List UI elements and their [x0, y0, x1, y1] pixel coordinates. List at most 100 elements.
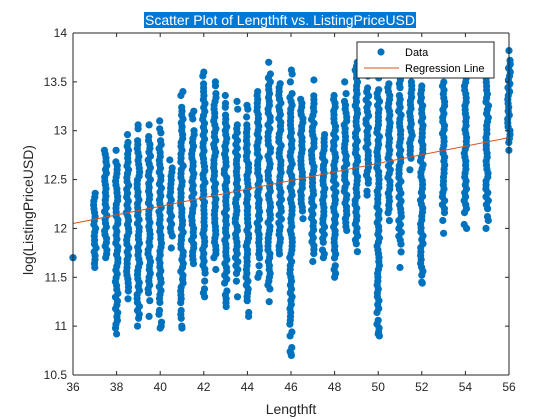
data-point: [374, 316, 382, 324]
data-point: [234, 105, 242, 113]
legend-box: [356, 41, 495, 79]
x-tick-label: 42: [197, 380, 211, 394]
data-point: [233, 97, 241, 105]
data-point: [439, 216, 447, 225]
data-point: [233, 121, 241, 129]
data-point: [133, 322, 142, 330]
data-point: [353, 248, 361, 256]
data-point: [418, 278, 426, 286]
data-point: [112, 158, 120, 166]
data-point: [243, 101, 251, 109]
y-tick-label: 10.5: [44, 368, 68, 382]
data-point: [385, 80, 393, 88]
data-point: [460, 220, 468, 229]
x-tick-label: 44: [241, 380, 255, 394]
data-point: [232, 277, 240, 285]
data-point: [255, 262, 263, 270]
data-point: [157, 137, 165, 145]
data-point: [156, 117, 164, 125]
chart-title: Scatter Plot of Lengthft vs. ListingPric…: [145, 12, 415, 28]
data-point: [375, 86, 383, 94]
data-point: [288, 344, 296, 352]
y-tick-label: 13: [54, 124, 68, 138]
data-point: [221, 99, 230, 107]
data-point: [407, 78, 415, 86]
data-point: [233, 293, 242, 301]
y-tick-label: 11.5: [45, 270, 68, 284]
data-point: [364, 84, 372, 92]
regression-line: [72, 137, 510, 225]
data-point: [297, 95, 305, 103]
data-point: [299, 215, 307, 223]
data-point: [243, 113, 251, 121]
data-point: [91, 189, 99, 197]
data-point: [201, 277, 209, 285]
y-tick-label: 12: [54, 221, 68, 235]
data-point: [341, 78, 349, 86]
data-point: [190, 107, 198, 115]
data-point: [276, 80, 284, 88]
data-point: [288, 328, 296, 336]
data-point: [374, 330, 382, 338]
x-tick-label: 52: [415, 380, 429, 394]
data-point: [212, 265, 220, 274]
x-tick-label: 50: [372, 380, 386, 394]
data-point: [418, 82, 426, 90]
data-point: [330, 91, 338, 100]
data-point: [145, 312, 153, 320]
data-point: [221, 91, 229, 100]
axis-layer: 36 38 40 42 44 46 48 50 52 54 56 10.5 11 11.5 12 12.5 13…: [44, 26, 516, 394]
data-point: [146, 297, 154, 305]
data-point: [482, 224, 490, 232]
data-point: [221, 111, 230, 119]
y-axis-label: log(ListingPriceUSD): [20, 145, 36, 275]
y-tick-label: 12.5: [44, 173, 68, 187]
x-tick-label: 38: [110, 380, 124, 394]
data-point: [134, 121, 142, 129]
data-point: [134, 137, 142, 145]
data-point: [385, 217, 393, 225]
data-point: [265, 58, 273, 66]
data-point: [211, 78, 219, 86]
data-point: [318, 246, 327, 254]
data-point: [506, 56, 514, 64]
data-point: [440, 229, 448, 237]
data-point: [166, 156, 174, 164]
legend-data-label: Data: [405, 47, 429, 59]
data-point: [212, 90, 220, 98]
legend-regression-label: Regression Line: [405, 63, 485, 75]
legend: Data Regression Line: [356, 41, 495, 79]
x-tick-label: 48: [328, 380, 342, 394]
y-tick-label: 14: [54, 26, 68, 40]
data-point: [123, 131, 132, 139]
data-point: [340, 97, 349, 105]
data-point: [440, 78, 448, 86]
title-highlight: [144, 12, 416, 28]
x-tick-label: 56: [502, 380, 516, 394]
data-point: [167, 244, 175, 252]
data-point: [113, 330, 121, 338]
data-point: [243, 121, 251, 129]
data-point: [179, 88, 187, 96]
data-point: [266, 70, 274, 78]
data-point: [168, 164, 176, 172]
data-point: [145, 133, 153, 141]
data-point: [254, 88, 262, 96]
data-point: [309, 257, 317, 266]
y-tick-label: 11: [55, 319, 68, 333]
data-point: [483, 213, 492, 221]
data-point: [200, 80, 208, 88]
data-point: [286, 78, 294, 86]
data-point: [395, 91, 403, 100]
data-point: [255, 269, 263, 277]
data-point: [177, 306, 185, 315]
data-layer: [69, 47, 514, 360]
data-point: [124, 295, 132, 303]
data-point: [397, 248, 405, 256]
legend-data-marker: [377, 48, 385, 56]
data-point: [406, 166, 414, 174]
data-point: [223, 287, 231, 295]
x-tick-label: 46: [284, 380, 298, 394]
data-point: [124, 138, 132, 146]
